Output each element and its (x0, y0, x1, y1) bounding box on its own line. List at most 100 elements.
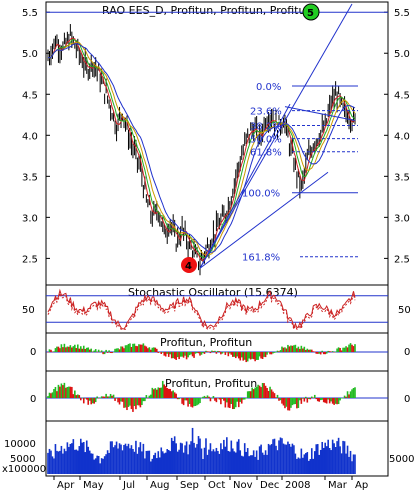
volume-bar (264, 450, 267, 474)
histogram-2-bar (354, 387, 356, 398)
histogram-2-bar (308, 398, 310, 400)
volume-bar (191, 427, 194, 474)
histogram-1-bar (316, 352, 319, 354)
histogram-2-bar (103, 396, 106, 398)
histogram-2-bar (343, 395, 346, 398)
histogram-1-bar (191, 352, 194, 357)
volume-bar (300, 448, 303, 474)
histogram-1-bar (51, 351, 54, 353)
volume-bar (276, 450, 279, 474)
histogram-2-bar (111, 395, 113, 398)
volume-bar (243, 443, 246, 474)
ma-yellow-line (47, 41, 356, 256)
volume-bar (121, 450, 124, 474)
histogram-2-bar (88, 398, 91, 401)
histogram-2-bar (50, 393, 52, 398)
histogram-1-bar (212, 351, 215, 352)
volume-bar (184, 445, 186, 474)
volume-bar (114, 445, 116, 474)
histogram-1-bar (182, 352, 185, 358)
volume-bar (117, 448, 119, 474)
histogram-2-bar (279, 398, 282, 401)
histogram-1-bar (163, 352, 166, 356)
x-tick-label-Mar: Mar (328, 480, 348, 490)
histogram-2-bar (254, 387, 256, 398)
histogram-2-bar (175, 393, 177, 398)
histogram-2-bar (158, 387, 161, 398)
histogram-1-bar (257, 352, 259, 360)
histogram-1-bar (255, 352, 258, 360)
histogram-1-bar (68, 346, 70, 352)
volume-bar (130, 445, 133, 474)
volume-bar (136, 453, 139, 474)
volume-bar (170, 437, 173, 474)
volume-bar (322, 447, 325, 474)
volume-bar (71, 443, 73, 474)
histogram-2-bar (117, 398, 119, 403)
histogram-1-bar (94, 349, 97, 352)
histogram-1-bar (141, 344, 143, 352)
histogram-2-bar (120, 398, 122, 402)
volume-bar (63, 448, 66, 474)
volume-bar (309, 459, 312, 474)
histogram-2-bar (224, 398, 227, 408)
histogram-2-bar (184, 398, 186, 401)
x-tick-label-Oct: Oct (208, 480, 225, 490)
histogram-2-bar (100, 396, 103, 398)
histogram-2-bar (346, 391, 349, 398)
histogram-2-bar (315, 398, 318, 400)
volume-bar (87, 446, 90, 474)
histogram-1-bar (85, 347, 88, 352)
volume-bar (296, 458, 298, 474)
volume-bar (188, 444, 191, 474)
histogram-2-bar (181, 398, 183, 404)
histogram-1-bar (300, 345, 303, 352)
histogram-2-bar (178, 398, 180, 400)
marker-circle-4 (181, 257, 197, 273)
histogram-2-bar (105, 393, 107, 398)
volume-bar (220, 443, 222, 474)
histogram-1-bar (121, 346, 124, 352)
histogram-2-bar (276, 394, 279, 398)
stochastic-tick-left: 50 (22, 305, 35, 316)
histogram-2-bar (264, 385, 267, 398)
histogram-1-bar (164, 352, 167, 357)
histogram-1-bar (100, 350, 103, 352)
volume-bar (181, 443, 183, 474)
histogram-2-bar (121, 398, 124, 402)
volume-bar (129, 448, 131, 474)
histogram-1-bar (172, 352, 174, 359)
volume-bar (75, 449, 78, 474)
volume-bar (260, 444, 262, 474)
volume-bar (66, 442, 69, 474)
volume-bar (51, 456, 54, 474)
histogram-1-bar (287, 344, 289, 352)
histogram-2-bar (336, 398, 338, 405)
price-ytick-right-4: 4.5 (394, 90, 410, 101)
histogram-1-bar (106, 352, 109, 353)
volume-bar (215, 447, 218, 474)
volume-bar (270, 444, 273, 474)
volume-bar (303, 454, 306, 474)
histogram-1-bar (158, 351, 161, 353)
histogram-2-bar (209, 398, 212, 402)
volume-bar (336, 441, 338, 474)
volume-bar (97, 456, 100, 474)
histogram-1-bar (348, 344, 350, 352)
trend-line-steep (199, 3, 353, 269)
histogram-1-bar (279, 350, 282, 352)
volume-bar (299, 458, 301, 474)
histogram-2-bar (255, 386, 258, 398)
histogram-2-bar (252, 389, 255, 398)
histogram-2-bar (163, 384, 166, 398)
volume-bar (337, 437, 340, 474)
histogram-2-bar (84, 398, 87, 399)
histogram-1-bar (88, 349, 91, 352)
histogram-2-bar (118, 398, 121, 405)
histogram-2-bar (81, 397, 84, 399)
histogram-1-bar (179, 352, 182, 357)
volume-bar (172, 440, 174, 474)
histogram-2-bar (223, 398, 225, 401)
histogram-1-bar (234, 352, 237, 359)
histogram-1-bar (188, 352, 191, 356)
